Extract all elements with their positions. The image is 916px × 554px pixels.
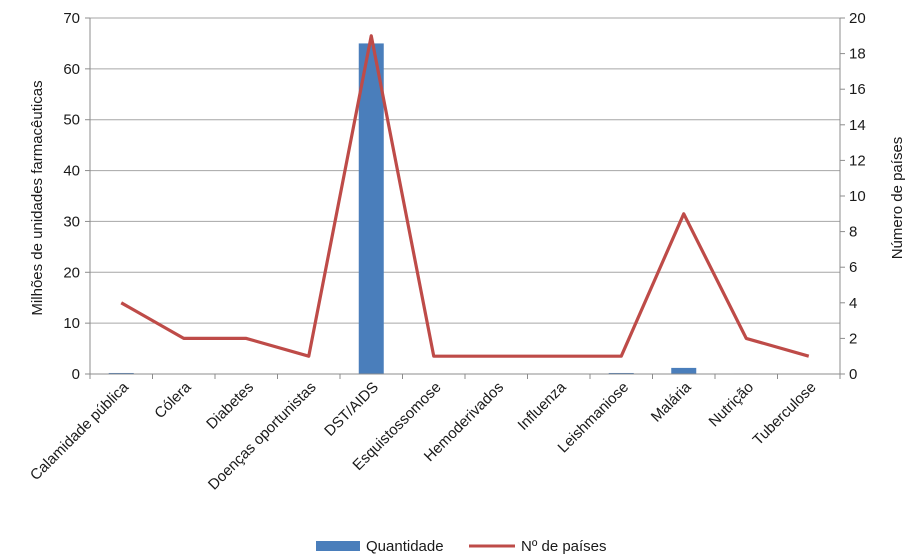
x-tick-label: Malária — [648, 378, 695, 425]
bar-series-quantidade — [108, 43, 822, 375]
x-tick-label: Nutrição — [706, 379, 758, 431]
legend: Quantidade Nº de países — [316, 538, 607, 554]
gridlines — [90, 17, 840, 324]
legend-label-quantidade: Quantidade — [366, 538, 444, 554]
y2-tick-label: 12 — [849, 152, 866, 169]
x-tick-label: Calamidade pública — [27, 378, 133, 484]
y2-tick-label: 18 — [849, 46, 866, 63]
y-tick-label: 70 — [63, 10, 80, 27]
bar — [358, 43, 384, 375]
x-tick-label: Influenza — [515, 378, 571, 434]
right-axis-ticks: 0 2 4 6 8 10 12 14 16 18 20 — [840, 10, 866, 383]
x-tick-label: Diabetes — [203, 379, 257, 433]
left-axis-title: Milhões de unidades farmacêuticas — [29, 80, 46, 315]
legend-label-paises: Nº de países — [521, 538, 607, 554]
left-axis-ticks: 0 10 20 30 40 50 60 70 — [63, 10, 90, 383]
x-tick-label: Tuberculose — [750, 379, 820, 449]
y-tick-label: 40 — [63, 163, 80, 180]
y2-tick-label: 0 — [849, 366, 857, 383]
y-tick-label: 60 — [63, 61, 80, 78]
right-axis-title: Número de países — [889, 137, 906, 260]
y-tick-label: 30 — [63, 213, 80, 230]
x-axis-labels: Calamidade pública Cólera DiabetesDoenças … — [27, 374, 841, 494]
y-tick-label: 20 — [63, 264, 80, 281]
x-tick-label: DST/AIDS — [321, 379, 382, 440]
series-line — [120, 34, 810, 358]
bar — [608, 372, 634, 374]
y2-tick-label: 6 — [849, 259, 857, 276]
legend-swatch-quantidade — [316, 541, 360, 551]
y-tick-label: 0 — [72, 366, 80, 383]
axes — [89, 18, 841, 375]
y2-tick-label: 10 — [849, 188, 866, 205]
x-tick-label: Cólera — [151, 378, 195, 422]
y-tick-label: 50 — [63, 112, 80, 129]
y2-tick-label: 8 — [849, 224, 857, 241]
y2-tick-label: 2 — [849, 330, 857, 347]
bar — [108, 372, 134, 374]
x-tick-label: Doenças oportunistas — [205, 379, 320, 494]
line-series-paises — [120, 34, 810, 358]
y2-tick-label: 14 — [849, 117, 866, 134]
y2-tick-label: 20 — [849, 10, 866, 27]
y2-tick-label: 4 — [849, 295, 857, 312]
y2-tick-label: 16 — [849, 81, 866, 98]
bar — [671, 367, 697, 374]
y-tick-label: 10 — [63, 315, 80, 332]
